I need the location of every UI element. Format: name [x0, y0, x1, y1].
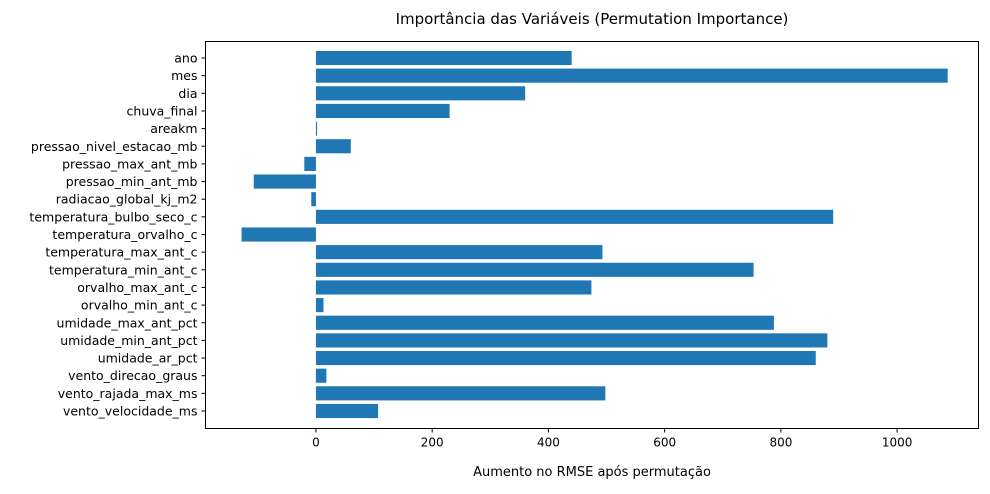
x-tick-label: 200 [421, 436, 444, 450]
x-axis-label: Aumento no RMSE após permutação [473, 465, 711, 480]
y-tick-label-umidade-max-ant-pct: umidade_max_ant_pct [57, 315, 198, 330]
bar-chuva-final [315, 103, 450, 119]
y-tick-label-vento-velocidade-ms: vento_velocidade_ms [63, 404, 198, 419]
bar-temperatura-orvalho-c [241, 227, 316, 242]
y-tick-label-umidade-ar-pct: umidade_ar_pct [98, 351, 198, 366]
y-tick-label-pressao-max-ant-mb: pressao_max_ant_mb [62, 156, 197, 171]
bar-umidade-ar-pct [315, 350, 816, 366]
x-tick-label: 1000 [882, 436, 913, 450]
x-axis-ticks: 0 200 400 600 800 1000 [312, 428, 913, 450]
bar-umidade-min-ant-pct [315, 333, 828, 348]
y-tick-label-orvalho-min-ant-c: orvalho_min_ant_c [81, 298, 198, 313]
bar-vento-velocidade-ms [315, 403, 379, 419]
bar-dia [315, 86, 526, 101]
bar-orvalho-min-ant-c [315, 298, 324, 313]
bar-radiacao-global-kj-m2 [311, 192, 316, 207]
y-tick-label-vento-rajada-max-ms: vento_rajada_max_ms [58, 386, 198, 401]
y-tick-label-vento-direcao-graus: vento_direcao_graus [68, 368, 197, 383]
bar-orvalho-max-ant-c [315, 280, 592, 295]
y-tick-label-dia: dia [178, 86, 197, 101]
bar-mes [315, 68, 948, 83]
y-tick-label-pressao-min-ant-mb: pressao_min_ant_mb [66, 174, 198, 189]
y-tick-label-temperatura-max-ant-c: temperatura_max_ant_c [45, 245, 197, 260]
chart-title: Importância das Variáveis (Permutation I… [396, 10, 789, 28]
bar-vento-direcao-graus [315, 368, 327, 383]
x-tick-label: 800 [769, 436, 792, 450]
y-tick-label-radiacao-global-kj-m2: radiacao_global_kj_m2 [56, 192, 198, 207]
y-tick-label-umidade-min-ant-pct: umidade_min_ant_pct [60, 333, 197, 348]
y-tick-label-chuva-final: chuva_final [127, 103, 198, 118]
y-tick-label-temperatura-orvalho-c: temperatura_orvalho_c [52, 227, 197, 242]
y-tick-label-temperatura-min-ant-c: temperatura_min_ant_c [49, 262, 198, 277]
y-tick-label-mes: mes [171, 68, 197, 83]
x-tick-label: 400 [537, 436, 560, 450]
plot-frame [205, 41, 979, 429]
bar-temperatura-min-ant-c [315, 262, 754, 277]
x-tick-label: 600 [653, 436, 676, 450]
bar-areakm [315, 121, 318, 136]
y-tick-label-areakm: areakm [150, 121, 197, 136]
bar-pressao-nivel-estacao-mb [315, 139, 351, 154]
bar-temperatura-bulbo-seco-c [315, 209, 834, 224]
bar-pressao-max-ant-mb [304, 156, 316, 171]
bar-temperatura-max-ant-c [315, 245, 603, 260]
y-tick-label-ano: ano [174, 51, 197, 66]
bar-umidade-max-ant-pct [315, 315, 774, 330]
bar-vento-rajada-max-ms [315, 386, 606, 401]
bar-ano [315, 50, 572, 66]
y-tick-label-orvalho-max-ant-c: orvalho_max_ant_c [77, 280, 197, 295]
y-tick-label-temperatura-bulbo-seco-c: temperatura_bulbo_seco_c [29, 209, 197, 224]
y-tick-label-pressao-nivel-estacao-mb: pressao_nivel_estacao_mb [31, 139, 198, 154]
bars-group [241, 50, 948, 419]
bar-pressao-min-ant-mb [253, 174, 316, 189]
x-tick-label: 0 [312, 436, 320, 450]
